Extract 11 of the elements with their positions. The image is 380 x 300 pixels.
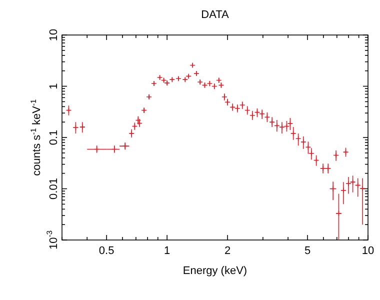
y-tick-label: 10 xyxy=(48,28,60,42)
x-axis-title: Energy (keV) xyxy=(182,265,248,277)
x-tick-label: 10 xyxy=(362,245,374,257)
x-tick-label: 0.5 xyxy=(98,245,114,257)
y-tick-label: 0.01 xyxy=(48,178,60,200)
y-tick-label: 0.1 xyxy=(48,130,60,146)
x-tick-label: 2 xyxy=(224,245,231,257)
chart-title: DATA xyxy=(201,9,230,21)
y-tick-label: 1 xyxy=(48,83,60,90)
x-tick-label: 1 xyxy=(164,245,170,257)
x-tick-label: 5 xyxy=(304,245,311,257)
